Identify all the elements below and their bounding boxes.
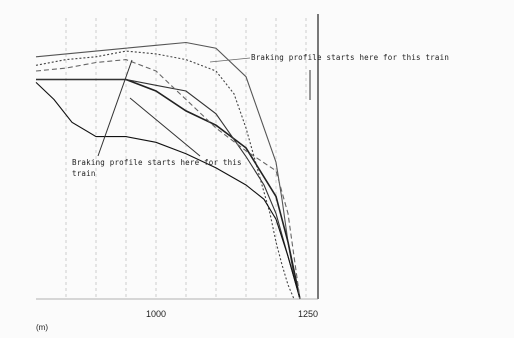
x-tick-labels: 1000 1250 bbox=[146, 309, 318, 319]
x-unit-label: (m) bbox=[36, 323, 48, 332]
x-tick-label: 1250 bbox=[298, 309, 318, 319]
series-line-6 bbox=[35, 59, 301, 300]
annotation-bottom: Braking profile starts here for this tra… bbox=[72, 59, 242, 178]
series-lines bbox=[35, 41, 301, 300]
annotation-bottom-leader-1 bbox=[97, 59, 133, 157]
series-line-2 bbox=[35, 50, 295, 300]
axes bbox=[36, 14, 319, 300]
series-line-4 bbox=[36, 78, 301, 300]
annotation-bottom-leader-2 bbox=[129, 97, 201, 157]
annotation-bottom-text-line2: train bbox=[72, 169, 96, 178]
vertical-gridlines bbox=[65, 18, 307, 299]
x-tick-label: 1000 bbox=[146, 309, 166, 319]
annotation-top: Braking profile starts here for this tra… bbox=[209, 53, 449, 63]
series-line-5 bbox=[35, 82, 301, 300]
annotation-top-text: Braking profile starts here for this tra… bbox=[251, 53, 449, 62]
annotation-top-leader bbox=[209, 57, 251, 63]
annotation-bottom-text-line1: Braking profile starts here for this bbox=[72, 158, 242, 167]
